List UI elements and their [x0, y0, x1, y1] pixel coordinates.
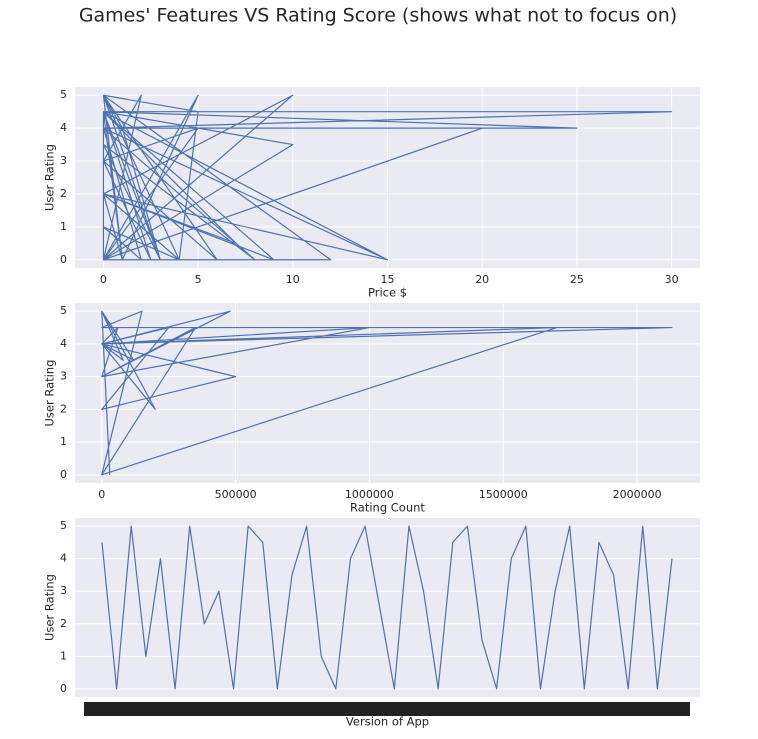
y-tick-label: 0 [60, 682, 67, 695]
y-tick-label: 1 [60, 435, 67, 448]
figure-title: Games' Features VS Rating Score (shows w… [79, 5, 677, 27]
y-tick-label: 4 [60, 337, 67, 350]
y-tick-label: 5 [60, 304, 67, 317]
overlapping-tick-labels [84, 702, 690, 716]
y-tick-label: 0 [60, 468, 67, 481]
subplot: 0 5 10 15 20 25 30 0 1 2 3 4 5 Price $ User Rating [43, 87, 700, 300]
y-axis-label: User Rating [43, 360, 57, 427]
y-tick-label: 3 [60, 154, 67, 167]
data-line [101, 525, 673, 690]
y-tick-label: 1 [60, 649, 67, 662]
x-tick-label: 15 [381, 273, 395, 286]
data-line [101, 310, 673, 476]
y-tick-label: 2 [60, 617, 67, 630]
y-tick-label: 5 [60, 88, 67, 101]
x-tick-label: 1500000 [479, 488, 528, 501]
x-tick-label: 10 [286, 273, 300, 286]
x-axis-label: Price $ [368, 286, 407, 300]
data-line [102, 94, 673, 261]
y-tick-label: 2 [60, 402, 67, 415]
y-tick-label: 4 [60, 121, 67, 134]
x-tick-label: 25 [570, 273, 584, 286]
subplot: 0 1 2 3 4 5 Version of App User Rating [43, 518, 700, 729]
x-tick-label: 2000000 [613, 488, 662, 501]
x-tick-label: 30 [665, 273, 679, 286]
x-tick-label: 5 [195, 273, 202, 286]
y-tick-label: 3 [60, 584, 67, 597]
x-axis-label: Version of App [346, 715, 429, 729]
plot-area [75, 303, 700, 483]
y-tick-label: 3 [60, 370, 67, 383]
y-tick-label: 1 [60, 220, 67, 233]
x-tick-label: 1000000 [345, 488, 394, 501]
x-tick-label: 0 [100, 273, 107, 286]
x-axis-label: Rating Count [350, 501, 425, 515]
x-tick-label: 20 [475, 273, 489, 286]
y-axis-label: User Rating [43, 574, 57, 641]
x-tick-label: 0 [98, 488, 105, 501]
y-tick-label: 2 [60, 187, 67, 200]
subplot: 0 500000 1000000 1500000 2000000 0 1 2 3 4 5 Rating… [43, 303, 700, 515]
plot-area [75, 518, 700, 697]
y-tick-label: 4 [60, 552, 67, 565]
x-tick-label: 500000 [215, 488, 257, 501]
y-tick-label: 0 [60, 253, 67, 266]
y-tick-label: 5 [60, 519, 67, 532]
y-axis-label: User Rating [43, 144, 57, 211]
